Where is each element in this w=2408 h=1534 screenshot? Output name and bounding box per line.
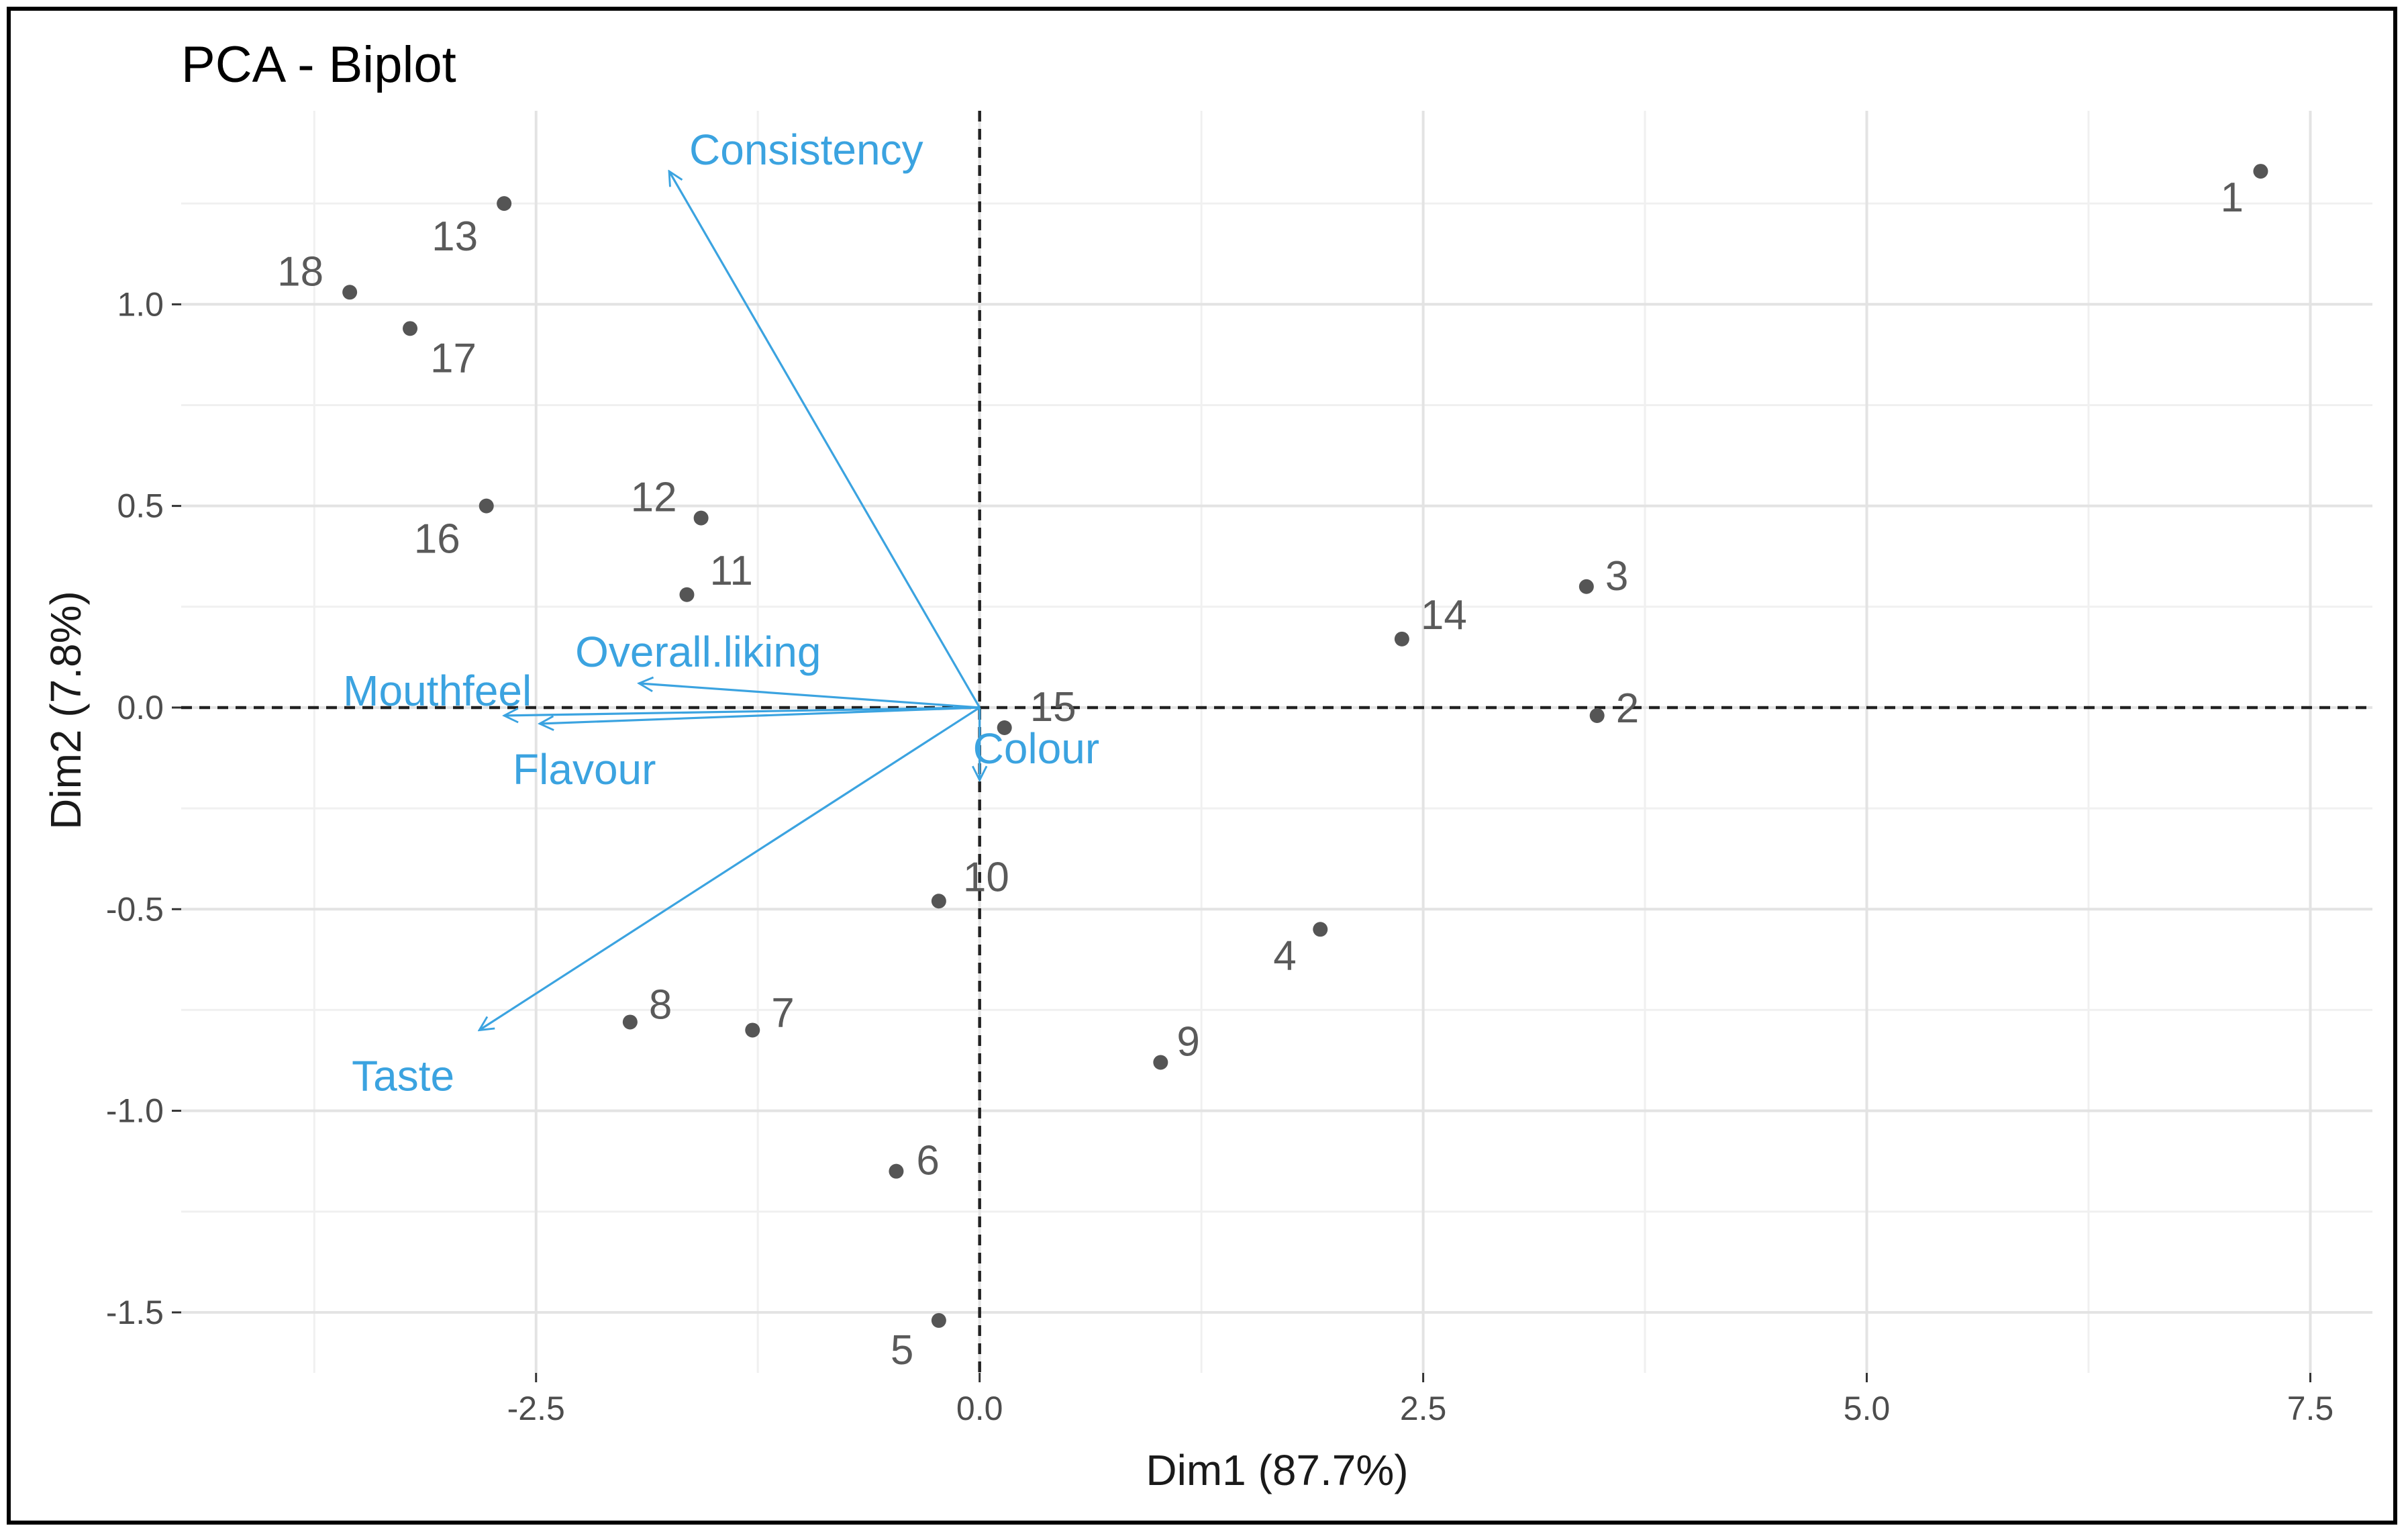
y-tick-label: -0.5: [106, 890, 164, 928]
point-label-5: 5: [891, 1327, 913, 1374]
point-2: [1589, 708, 1605, 723]
point-label-1: 1: [2220, 175, 2243, 221]
point-15: [997, 720, 1012, 735]
point-14: [1394, 631, 1409, 646]
point-13: [497, 196, 512, 211]
point-label-12: 12: [631, 475, 677, 521]
point-6: [889, 1163, 904, 1179]
arrow-taste: [479, 706, 981, 1030]
point-10: [931, 894, 946, 909]
point-label-6: 6: [916, 1138, 939, 1184]
reference-lines: [181, 111, 2372, 1373]
y-tick-label: 0.5: [117, 487, 164, 525]
x-tick-label: 0.0: [956, 1390, 1003, 1427]
point-label-11: 11: [709, 548, 752, 594]
x-tick-label: -2.5: [507, 1390, 565, 1427]
arrow-consistency: [669, 171, 981, 708]
point-16: [479, 498, 494, 514]
point-label-4: 4: [1273, 932, 1296, 979]
arrow-label-flavour: Flavour: [513, 745, 656, 794]
grid-minor: [181, 111, 2372, 1373]
point-18: [342, 285, 358, 300]
point-5: [931, 1312, 946, 1328]
point-label-8: 8: [649, 981, 672, 1028]
x-tick-label: 2.5: [1400, 1390, 1447, 1427]
point-7: [745, 1022, 760, 1038]
point-label-15: 15: [1030, 684, 1076, 730]
arrow-flavour: [540, 706, 980, 724]
point-12: [693, 510, 709, 526]
point-label-9: 9: [1176, 1019, 1199, 1065]
arrow-label-overall-liking: Overall.liking: [575, 628, 821, 676]
point-1: [2253, 164, 2268, 179]
point-label-14: 14: [1421, 592, 1467, 638]
grid-major: [181, 111, 2372, 1373]
arrow-label-consistency: Consistency: [689, 126, 923, 174]
point-label-13: 13: [432, 213, 478, 260]
y-tick-label: 1.0: [117, 285, 164, 323]
y-tick-label: -1.0: [106, 1092, 164, 1130]
x-axis: -2.5 0.0 2.5 5.0 7.5: [507, 1373, 2334, 1427]
arrow-label-taste: Taste: [352, 1051, 454, 1100]
chart-title: PCA - Biplot: [181, 36, 456, 93]
arrow-mouthfeel: [504, 706, 980, 716]
arrow-label-colour: Colour: [973, 724, 1100, 773]
x-tick-label: 7.5: [2287, 1390, 2334, 1427]
y-tick-label: -1.5: [106, 1294, 164, 1331]
arrow-label-mouthfeel: Mouthfeel: [343, 667, 532, 715]
point-label-18: 18: [277, 248, 323, 295]
point-11: [679, 587, 695, 602]
y-axis-title: Dim2 (7.8%): [42, 591, 90, 830]
point-label-3: 3: [1605, 553, 1628, 600]
variable-arrows: Consistency Overall.liking Mouthfeel Flavou…: [343, 126, 1099, 1100]
y-axis: -1.5 -1.0 -0.5 0.0 0.5 1.0: [106, 285, 181, 1331]
x-tick-label: 5.0: [1844, 1390, 1891, 1427]
x-axis-title: Dim1 (87.7%): [1146, 1446, 1408, 1494]
point-8: [622, 1014, 638, 1030]
point-4: [1313, 922, 1328, 937]
point-label-16: 16: [414, 516, 460, 563]
point-9: [1153, 1055, 1168, 1070]
plot-panel: Consistency Overall.liking Mouthfeel Flavou…: [181, 111, 2372, 1374]
point-label-7: 7: [771, 990, 794, 1036]
point-label-17: 17: [430, 335, 476, 381]
y-tick-label: 0.0: [117, 689, 164, 726]
point-17: [403, 321, 418, 336]
point-3: [1578, 579, 1594, 594]
point-label-2: 2: [1616, 685, 1639, 732]
arrow-overall-liking: [639, 683, 980, 709]
point-label-10: 10: [963, 854, 1009, 900]
